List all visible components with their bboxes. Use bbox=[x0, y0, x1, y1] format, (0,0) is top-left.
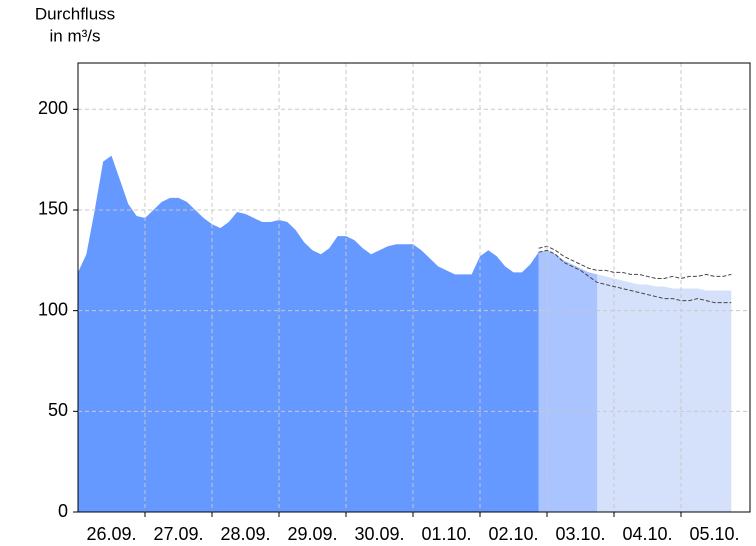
y-tick-label: 200 bbox=[38, 98, 68, 118]
y-tick-label: 50 bbox=[48, 400, 68, 420]
x-tick-label: 29.09. bbox=[287, 524, 337, 544]
x-tick-label: 04.10. bbox=[622, 524, 672, 544]
area bbox=[597, 274, 732, 512]
y-tick-label: 100 bbox=[38, 299, 68, 319]
x-tick-label: 01.10. bbox=[421, 524, 471, 544]
area bbox=[538, 250, 598, 512]
range-line bbox=[538, 245, 732, 279]
y-axis-label: in m³/s bbox=[50, 26, 101, 45]
area bbox=[78, 155, 539, 512]
x-tick-label: 30.09. bbox=[354, 524, 404, 544]
x-tick-label: 28.09. bbox=[220, 524, 270, 544]
y-axis-label: Durchfluss bbox=[35, 4, 115, 23]
x-tick-label: 27.09. bbox=[153, 524, 203, 544]
plot-frame bbox=[77, 62, 751, 513]
x-tick-label: 26.09. bbox=[86, 524, 136, 544]
y-tick-label: 0 bbox=[58, 501, 68, 521]
range-line bbox=[538, 249, 732, 304]
x-tick-label: 02.10. bbox=[488, 524, 538, 544]
x-tick-label: 05.10. bbox=[689, 524, 739, 544]
y-tick-label: 150 bbox=[38, 199, 68, 219]
x-tick-label: 03.10. bbox=[555, 524, 605, 544]
